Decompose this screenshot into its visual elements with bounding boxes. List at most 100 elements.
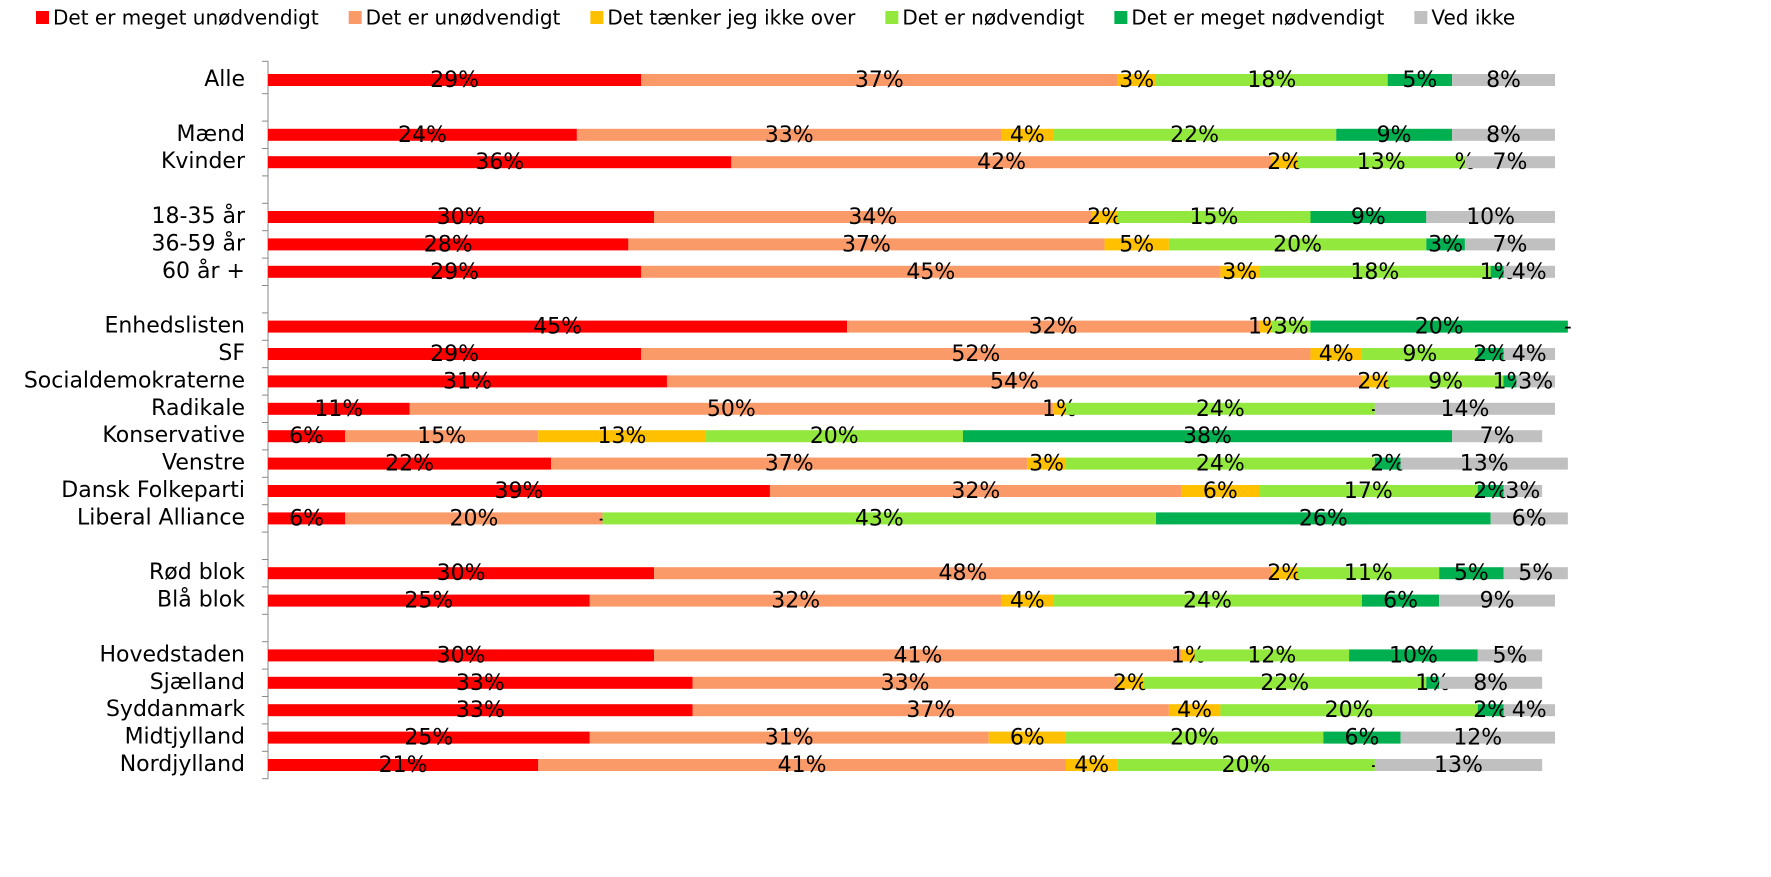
bar-segment	[1168, 704, 1221, 717]
bar-segment	[268, 211, 655, 223]
data-label: 28%	[424, 232, 473, 257]
bar-segment	[268, 485, 770, 497]
data-label: 5%	[1119, 232, 1154, 257]
y-tick-label: Alle	[204, 67, 245, 92]
y-tick-label: 36-59 år	[152, 230, 246, 256]
bar-segment	[409, 402, 1054, 415]
data-label: 29%	[430, 68, 479, 93]
data-label: 20%	[1325, 698, 1374, 723]
data-label: 33%	[456, 698, 505, 723]
bar-segment	[1503, 348, 1555, 360]
data-label: 18%	[1350, 260, 1399, 285]
data-label: 22%	[1170, 123, 1219, 148]
bar-segment	[1117, 676, 1144, 689]
data-label: 9%	[1480, 589, 1515, 614]
bar-segment	[268, 430, 346, 443]
bar-segment	[1477, 348, 1504, 360]
bar-segment	[268, 74, 642, 86]
data-label: 30%	[437, 643, 486, 668]
data-label: 3%	[1518, 369, 1553, 394]
y-tick-label: Socialdemokraterne	[24, 368, 245, 393]
data-label: 54%	[990, 369, 1039, 394]
bar-segment	[1117, 74, 1157, 86]
bar-segment	[551, 457, 1028, 470]
bar-segment	[268, 731, 590, 744]
data-label: 45%	[906, 260, 955, 285]
bar-segment	[1271, 567, 1298, 580]
bar-segment	[1400, 457, 1568, 470]
data-label: 17%	[1344, 479, 1393, 504]
bar-segment	[1297, 156, 1465, 169]
bar-segment	[641, 74, 1118, 86]
data-label: 2%	[1473, 479, 1508, 504]
data-label: 6%	[1203, 479, 1238, 504]
data-label: 41%	[778, 753, 827, 778]
bar-segment	[769, 485, 1182, 497]
data-label: 2%	[1370, 452, 1405, 477]
y-tick-label: Radikale	[151, 396, 245, 421]
data-label: 13%	[1434, 753, 1483, 778]
data-label: 31%	[443, 369, 492, 394]
bar-segment	[1053, 594, 1362, 607]
bar-segment	[1503, 567, 1568, 580]
data-label: 32%	[1029, 315, 1078, 340]
bar-segment	[1503, 265, 1555, 278]
bar-segment	[1503, 704, 1555, 717]
bar-segment	[1439, 676, 1543, 689]
data-label: 9%	[1428, 369, 1463, 394]
bar-segment	[1258, 485, 1478, 497]
data-label: 9%	[1351, 205, 1386, 230]
data-label: 50%	[707, 397, 756, 422]
data-label: 33%	[765, 123, 814, 148]
bar-segment	[268, 759, 539, 771]
legend-swatch	[885, 11, 899, 24]
bar-segment	[1156, 74, 1388, 86]
data-label: 11%	[314, 397, 363, 422]
data-label: 2%	[1087, 205, 1122, 230]
bar-segment	[1374, 457, 1401, 470]
data-label: 30%	[437, 561, 486, 586]
data-label: 43%	[855, 506, 904, 531]
y-tick-label: Venstre	[162, 451, 245, 476]
bar-segment	[268, 594, 590, 607]
data-label: 4%	[1074, 753, 1109, 778]
data-label: 11%	[1344, 561, 1393, 586]
data-label: 3%	[1222, 260, 1257, 285]
data-label: 14%	[1440, 397, 1489, 422]
bar-segment	[1361, 594, 1440, 607]
data-label: 3%	[1029, 452, 1064, 477]
bar-segment	[268, 457, 552, 470]
data-label: 45%	[533, 315, 582, 340]
bar-segment	[1143, 676, 1427, 689]
bar-segment	[1477, 704, 1504, 717]
legend-label: Det tænker jeg ikke over	[607, 6, 856, 30]
bar-segment	[345, 512, 603, 525]
bar-segment	[1439, 567, 1504, 580]
data-label: 20%	[1170, 726, 1219, 751]
data-label: 4%	[1177, 698, 1212, 723]
data-label: 13%	[597, 424, 646, 449]
bar-segment	[1310, 211, 1427, 223]
bar-segment	[654, 649, 1182, 662]
bar-segment	[1439, 594, 1555, 607]
data-label: 37%	[765, 452, 814, 477]
bar-segment	[1258, 320, 1272, 333]
bar-segment	[268, 567, 655, 580]
bar-segment	[1027, 457, 1066, 470]
data-label: 10%	[1466, 205, 1515, 230]
data-label: 38%	[1183, 424, 1232, 449]
data-label: 15%	[1189, 205, 1238, 230]
y-tick-label: Liberal Alliance	[77, 505, 245, 530]
bar-segment	[1220, 704, 1478, 717]
data-label: 3%	[1119, 68, 1154, 93]
bar-segment	[1464, 238, 1555, 251]
bar-segment	[1426, 676, 1440, 689]
bar-segment	[268, 348, 642, 360]
bar-segment	[705, 430, 963, 443]
bar-segment	[1503, 375, 1517, 388]
bar-segment	[692, 676, 1118, 689]
data-label: 4%	[1010, 589, 1045, 614]
data-label: 7%	[1480, 424, 1515, 449]
data-label: 13%	[1357, 150, 1406, 175]
bar-segment	[1065, 402, 1375, 415]
